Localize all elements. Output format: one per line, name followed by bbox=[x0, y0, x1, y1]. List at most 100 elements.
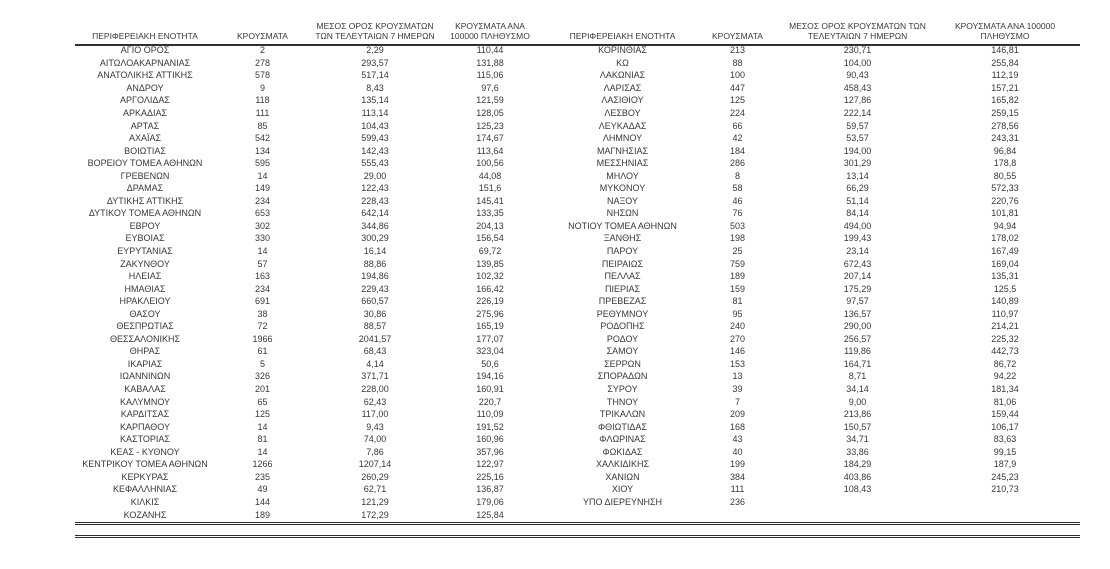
per-100k-cell: 101,81 bbox=[991, 208, 1019, 219]
per-100k-cell: 115,06 bbox=[476, 70, 504, 81]
cases-tables-container: ΠΕΡΙΦΕΡΕΙΑΚΗ ΕΝΟΤΗΤΑ ΚΡΟΥΣΜΑΤΑ ΜΕΣΟΣ ΟΡΟ… bbox=[75, 12, 1080, 552]
table-row: ΓΡΕΒΕΝΩΝ 14 29,00 44,08 bbox=[75, 169, 540, 182]
per-100k-cell: 169,04 bbox=[991, 258, 1019, 269]
per-100k-cell: 69,72 bbox=[478, 246, 502, 257]
avg-7day-cell: 122,43 bbox=[361, 183, 389, 194]
table-row: ΠΕΛΛΑΣ 189 207,14 135,31 bbox=[555, 270, 1080, 283]
per-100k-cell: 167,49 bbox=[991, 246, 1019, 257]
avg-7day-cell: 228,00 bbox=[361, 384, 389, 395]
per-100k-cell: 194,16 bbox=[476, 371, 504, 382]
cases-cell: 209 bbox=[729, 409, 746, 420]
avg-7day-cell: 199,43 bbox=[843, 233, 872, 244]
table-row: ΣΕΡΡΩΝ 153 164,71 86,72 bbox=[555, 358, 1080, 371]
avg-7day-cell bbox=[785, 496, 930, 509]
table-row: ΚΑΒΑΛΑΣ 201 228,00 160,91 bbox=[75, 383, 540, 396]
avg-7day-cell: 172,29 bbox=[361, 509, 389, 520]
region-cell: ΝΟΤΙΟΥ ΤΟΜΕΑ ΑΘΗΝΩΝ bbox=[568, 220, 677, 231]
avg-7day-cell: 74,00 bbox=[363, 434, 387, 445]
avg-7day-cell: 53,57 bbox=[846, 133, 869, 144]
table-row: ΚΑΣΤΟΡΙΑΣ 81 74,00 160,96 bbox=[75, 433, 540, 446]
column-header-per-100k: ΚΡΟΥΣΜΑΤΑ ΑΝΑ 100000 ΠΛΗΘΥΣΜΟ bbox=[954, 21, 1056, 41]
avg-7day-cell: 66,29 bbox=[846, 183, 869, 194]
avg-7day-cell: 228,43 bbox=[361, 195, 389, 206]
region-cell: ΗΡΑΚΛΕΙΟΥ bbox=[119, 296, 171, 307]
table-row: ΣΥΡΟΥ 39 34,14 181,34 bbox=[555, 383, 1080, 396]
table-row: ΚΩ 88 104,00 255,84 bbox=[555, 57, 1080, 70]
cases-cell: 653 bbox=[254, 208, 271, 219]
region-cell: ΡΟΔΟΠΗΣ bbox=[600, 321, 645, 332]
table-row: ΚΑΡΠΑΘΟΥ 14 9,43 191,52 bbox=[75, 420, 540, 433]
table-row: ΜΥΚΟΝΟΥ 58 66,29 572,33 bbox=[555, 182, 1080, 195]
region-cell: ΛΗΜΝΟΥ bbox=[602, 133, 643, 144]
cases-cell: 100 bbox=[729, 70, 746, 81]
region-cell: ΑΝΔΡΟΥ bbox=[126, 82, 164, 93]
region-cell: ΤΗΝΟΥ bbox=[606, 396, 639, 407]
table-row: ΙΚΑΡΙΑΣ 5 4,14 50,6 bbox=[75, 358, 540, 371]
cases-cell: 278 bbox=[254, 57, 271, 68]
regional-cases-table-right: ΠΕΡΙΦΕΡΕΙΑΚΗ ΕΝΟΤΗΤΑ ΚΡΟΥΣΜΑΤΑ ΜΕΣΟΣ ΟΡΟ… bbox=[555, 12, 1080, 508]
region-cell: ΑΝΑΤΟΛΙΚΗΣ ΑΤΤΙΚΗΣ bbox=[97, 70, 193, 81]
region-cell: ΚΙΛΚΙΣ bbox=[130, 496, 160, 507]
table-row: ΑΡΤΑΣ 85 104,43 125,23 bbox=[75, 119, 540, 132]
region-cell: ΠΡΕΒΕΖΑΣ bbox=[598, 296, 647, 307]
table-row: ΘΕΣΣΑΛΟΝΙΚΗΣ 1966 2041,57 177,07 bbox=[75, 333, 540, 346]
cases-cell: 125 bbox=[254, 409, 271, 420]
per-100k-cell: 122,97 bbox=[476, 459, 504, 470]
per-100k-cell: 259,15 bbox=[991, 108, 1019, 118]
per-100k-cell: 178,8 bbox=[993, 158, 1017, 169]
region-cell: ΔΡΑΜΑΣ bbox=[126, 183, 164, 194]
table-body: ΚΟΡΙΝΘΙΑΣ 213 230,71 146,81 ΚΩ 88 104,00 255,84… bbox=[555, 44, 1080, 508]
cases-cell: 149 bbox=[254, 183, 271, 194]
cases-cell: 159 bbox=[729, 283, 746, 294]
per-100k-cell: 160,91 bbox=[476, 384, 504, 395]
region-cell: ΦΩΚΙΔΑΣ bbox=[602, 446, 643, 457]
avg-7day-cell: 13,14 bbox=[846, 170, 869, 181]
table-row: ΧΙΟΥ 111 108,43 210,73 bbox=[555, 483, 1080, 496]
avg-7day-cell: 230,71 bbox=[843, 45, 872, 56]
region-cell: ΕΥΒΟΙΑΣ bbox=[125, 233, 165, 244]
cases-cell: 125 bbox=[729, 95, 746, 106]
region-cell: ΚΟΡΙΝΘΙΑΣ bbox=[598, 45, 647, 56]
table-row: ΚΕΝΤΡΙΚΟΥ ΤΟΜΕΑ ΑΘΗΝΩΝ 1266 1207,14 122,97 bbox=[75, 458, 540, 471]
table-row: ΞΑΝΘΗΣ 198 199,43 178,02 bbox=[555, 232, 1080, 245]
avg-7day-cell: 222,14 bbox=[843, 108, 872, 118]
table-row: ΖΑΚΥΝΘΟΥ 57 88,86 139,85 bbox=[75, 257, 540, 270]
region-cell: ΥΠΟ ΔΙΕΡΕΥΝΗΣΗ bbox=[582, 496, 663, 507]
avg-7day-cell: 62,43 bbox=[363, 396, 387, 407]
per-100k-cell: 214,21 bbox=[991, 321, 1019, 332]
cases-cell: 236 bbox=[729, 496, 746, 507]
avg-7day-cell: 184,29 bbox=[843, 459, 872, 470]
per-100k-cell: 100,56 bbox=[476, 158, 504, 169]
table-row: ΕΥΒΟΙΑΣ 330 300,29 156,54 bbox=[75, 232, 540, 245]
per-100k-cell: 94,22 bbox=[993, 371, 1017, 382]
region-cell: ΚΕΡΚΥΡΑΣ bbox=[121, 471, 169, 482]
avg-7day-cell: 135,14 bbox=[361, 95, 389, 106]
region-cell: ΙΩΑΝΝΙΝΩΝ bbox=[119, 371, 171, 382]
table-row: ΠΕΙΡΑΙΩΣ 759 672,43 169,04 bbox=[555, 257, 1080, 270]
region-cell: ΝΗΣΩΝ bbox=[606, 208, 639, 219]
table-row: ΡΟΔΟΠΗΣ 240 290,00 214,21 bbox=[555, 320, 1080, 333]
region-cell: ΔΥΤΙΚΟΥ ΤΟΜΕΑ ΑΘΗΝΩΝ bbox=[88, 208, 202, 219]
page-footer-rule bbox=[75, 535, 1080, 538]
table-row: ΚΟΡΙΝΘΙΑΣ 213 230,71 146,81 bbox=[555, 44, 1080, 57]
avg-7day-cell: 642,14 bbox=[361, 208, 389, 219]
region-cell: ΙΚΑΡΙΑΣ bbox=[127, 358, 163, 369]
avg-7day-cell: 33,86 bbox=[846, 446, 869, 457]
avg-7day-cell: 403,86 bbox=[843, 471, 872, 482]
table-row: ΑΝΑΤΟΛΙΚΗΣ ΑΤΤΙΚΗΣ 578 517,14 115,06 bbox=[75, 69, 540, 82]
table-row: ΠΑΡΟΥ 25 23,14 167,49 bbox=[555, 245, 1080, 258]
table-row: ΧΑΝΙΩΝ 384 403,86 245,23 bbox=[555, 471, 1080, 484]
per-100k-cell: 177,07 bbox=[476, 333, 504, 344]
table-row: ΘΕΣΠΡΩΤΙΑΣ 72 88,57 165,19 bbox=[75, 320, 540, 333]
region-cell: ΕΒΡΟΥ bbox=[129, 220, 161, 231]
avg-7day-cell: 672,43 bbox=[843, 258, 872, 269]
table-row: ΚΑΡΔΙΤΣΑΣ 125 117,00 110,09 bbox=[75, 408, 540, 421]
table-row: ΜΗΛΟΥ 8 13,14 80,55 bbox=[555, 169, 1080, 182]
per-100k-cell: 125,84 bbox=[476, 509, 504, 520]
column-header-cases: ΚΡΟΥΣΜΑΤΑ bbox=[712, 30, 763, 41]
per-100k-cell: 187,9 bbox=[993, 459, 1017, 470]
per-100k-cell: 220,76 bbox=[991, 195, 1019, 206]
table-row: ΑΝΔΡΟΥ 9 8,43 97,6 bbox=[75, 82, 540, 95]
region-cell: ΔΥΤΙΚΗΣ ΑΤΤΙΚΗΣ bbox=[106, 195, 184, 206]
avg-7day-cell: 194,00 bbox=[843, 145, 872, 156]
